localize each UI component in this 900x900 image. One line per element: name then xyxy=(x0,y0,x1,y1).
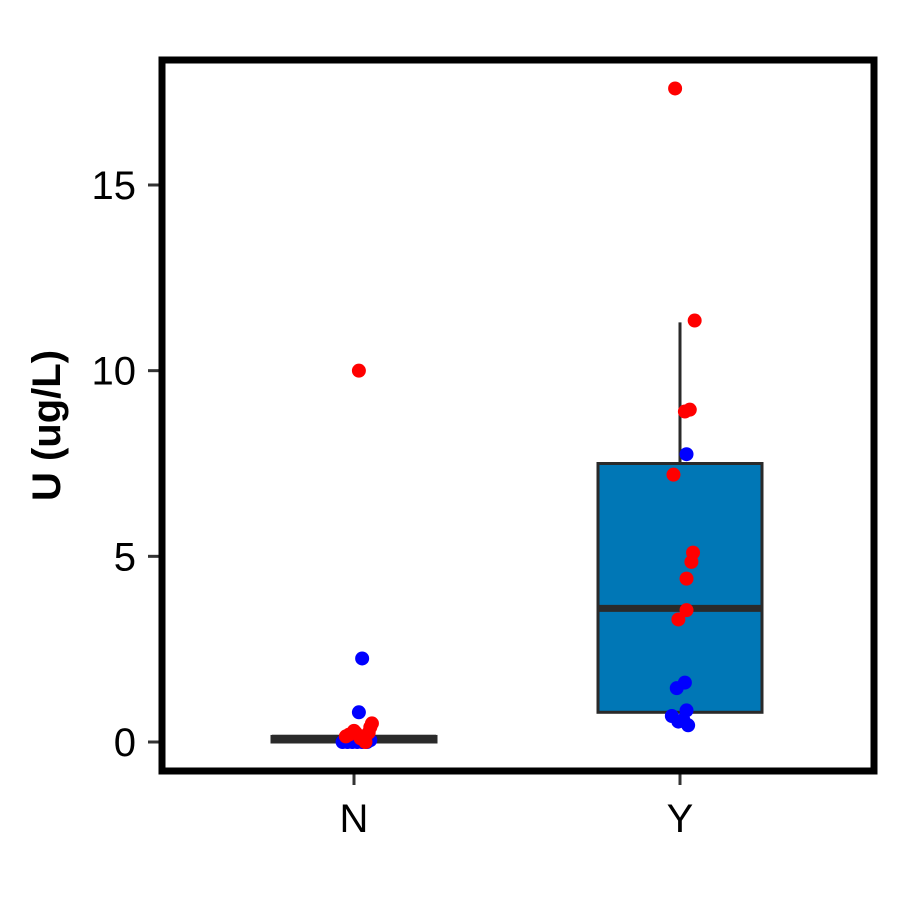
data-point-Y-26 xyxy=(677,675,692,690)
plot-frame xyxy=(158,56,878,775)
box-body-Y xyxy=(596,462,764,714)
data-point-Y-36 xyxy=(687,313,702,328)
y-axis-title: U (ug/L) xyxy=(25,350,69,501)
y-tick-label-0: 0 xyxy=(114,721,136,765)
data-point-N-8 xyxy=(355,651,370,666)
data-point-Y-30 xyxy=(679,603,694,618)
y-tick-label-15: 15 xyxy=(92,164,137,208)
points-layer xyxy=(335,81,702,749)
x-tick-label-N: N xyxy=(340,797,369,841)
data-point-Y-35 xyxy=(682,402,697,417)
data-point-Y-33 xyxy=(686,545,701,560)
data-point-Y-28 xyxy=(666,467,681,482)
data-point-N-7 xyxy=(351,705,366,720)
box-Y xyxy=(596,322,764,714)
data-point-Y-27 xyxy=(679,447,694,462)
y-axis-tick-labels: 0 5 10 15 xyxy=(92,164,137,765)
y-tick-label-10: 10 xyxy=(92,350,137,394)
data-point-Y-24 xyxy=(681,718,696,733)
data-point-N-19 xyxy=(351,363,366,378)
data-point-Y-31 xyxy=(679,571,694,586)
data-point-Y-23 xyxy=(679,703,694,718)
data-point-Y-29 xyxy=(671,612,686,627)
data-point-Y-37 xyxy=(668,81,683,96)
x-tick-label-Y: Y xyxy=(667,797,694,841)
data-point-N-18 xyxy=(364,716,379,731)
y-tick-label-5: 5 xyxy=(114,535,136,579)
